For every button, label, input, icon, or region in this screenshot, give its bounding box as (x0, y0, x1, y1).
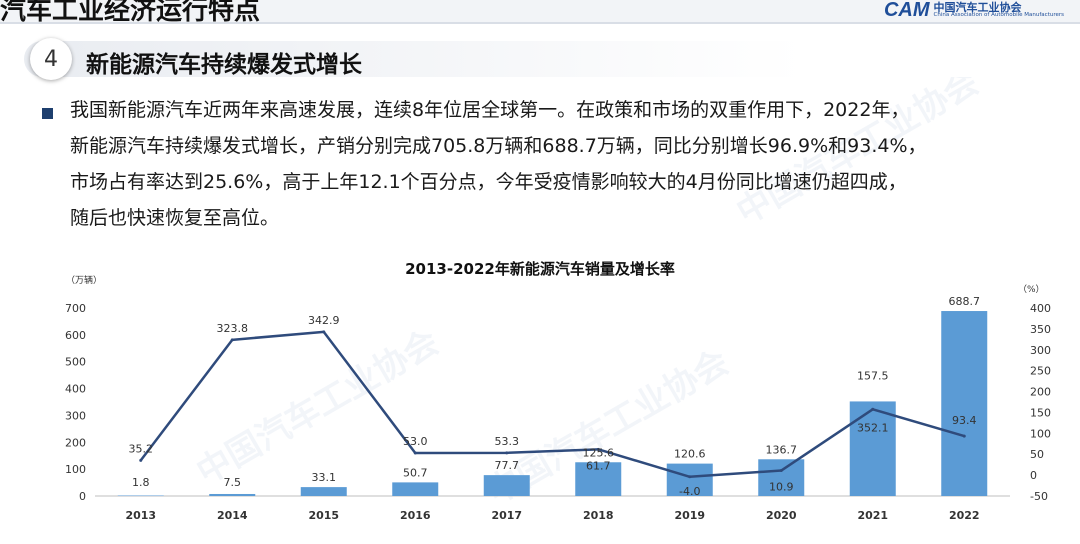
bar-value-label: 136.7 (766, 443, 798, 456)
growth-rate-point (962, 434, 966, 438)
right-axis-unit: （%） (1018, 284, 1045, 295)
right-tick-label: 350 (1030, 323, 1051, 336)
chart-title: 2013-2022年新能源汽车销量及增长率 (405, 260, 675, 278)
growth-rate-point (139, 458, 143, 462)
growth-rate-point (688, 475, 692, 479)
line-value-label: 342.9 (308, 314, 340, 327)
right-tick-label: 0 (1030, 469, 1037, 482)
right-tick-label: 50 (1030, 448, 1044, 461)
body-paragraph: 我国新能源汽车近两年来高速发展，连续8年位居全球第一。在政策和市场的双重作用下，… (70, 92, 1070, 236)
growth-rate-point (596, 447, 600, 451)
sales-bar (483, 475, 530, 496)
x-tick-label: 2020 (766, 509, 797, 522)
line-value-label: -4.0 (679, 485, 700, 498)
bar-value-label: 7.5 (224, 476, 242, 489)
growth-rate-point (871, 407, 875, 411)
left-tick-label: 500 (65, 356, 86, 369)
line-value-label: 157.5 (857, 369, 889, 382)
line-value-label: 323.8 (217, 322, 249, 335)
caam-logo: CAM 中国汽车工业协会 China Association of Automo… (883, 0, 1064, 21)
paragraph-line: 随后也快速恢复至高位。 (70, 207, 280, 229)
bullet-square-icon (42, 108, 53, 119)
growth-rate-point (505, 451, 509, 455)
x-tick-label: 2018 (583, 509, 614, 522)
right-tick-label: 250 (1030, 365, 1051, 378)
bar-value-label: 125.6 (583, 446, 615, 459)
logo-en-text: China Association of Automobile Manufact… (933, 11, 1064, 18)
line-value-label: 61.7 (586, 459, 611, 472)
top-band: 汽车工业经济运行特点 CAM 中国汽车工业协会 China Associatio… (0, 0, 1080, 26)
section-header: 4 新能源汽车持续爆发式增长 (0, 38, 1080, 80)
line-value-label: 53.0 (403, 435, 428, 448)
left-tick-label: 600 (65, 329, 86, 342)
sales-bar (117, 495, 164, 497)
logo-cn-text: 中国汽车工业协会 (933, 0, 1022, 14)
right-tick-label: 200 (1030, 386, 1051, 399)
growth-rate-line (139, 330, 965, 479)
paragraph-line: 新能源汽车持续爆发式增长，产销分别完成705.8万辆和688.7万辆，同比分别增… (70, 135, 927, 157)
line-value-label: 10.9 (769, 481, 794, 494)
sales-bar (392, 482, 439, 496)
growth-rate-point (413, 451, 417, 455)
left-tick-label: 300 (65, 409, 86, 422)
line-value-label: 93.4 (952, 414, 977, 427)
slide-title: 汽车工业经济运行特点 (0, 0, 261, 26)
left-tick-label: 100 (65, 463, 86, 476)
sales-bar (941, 311, 988, 496)
right-tick-label: 300 (1030, 344, 1051, 357)
caam-logo-icon: CAM (883, 0, 930, 21)
sales-bar (666, 463, 713, 496)
x-tick-label: 2017 (491, 509, 522, 522)
bar-value-label: 120.6 (674, 448, 706, 461)
sales-bar (575, 462, 622, 496)
left-tick-label: 400 (65, 383, 86, 396)
paragraph-line: 市场占有率达到25.6%，高于上年12.1个百分点，今年受疫情影响较大的4月份同… (70, 171, 907, 193)
sales-bar (849, 401, 896, 496)
line-value-label: 53.3 (495, 435, 520, 448)
x-tick-label: 2015 (308, 509, 339, 522)
bar-value-label: 1.8 (132, 476, 150, 489)
bar-value-label: 33.1 (312, 471, 337, 484)
paragraph-line: 我国新能源汽车近两年来高速发展，连续8年位居全球第一。在政策和市场的双重作用下，… (70, 99, 910, 121)
line-value-label: 35.2 (129, 442, 154, 455)
x-tick-label: 2019 (674, 509, 705, 522)
bar-value-label: 688.7 (949, 295, 981, 308)
bar-value-label: 352.1 (857, 421, 889, 434)
section-title: 新能源汽车持续爆发式增长 (86, 52, 362, 78)
sales-bar (209, 493, 256, 496)
x-tick-label: 2022 (949, 509, 980, 522)
right-tick-label: 400 (1030, 302, 1051, 315)
x-tick-label: 2021 (857, 509, 888, 522)
sales-bar (300, 487, 347, 496)
growth-rate-point (230, 338, 234, 342)
growth-rate-point (779, 469, 783, 473)
left-axis-unit: （万辆） (66, 274, 102, 286)
x-tick-label: 2013 (125, 509, 156, 522)
x-tick-label: 2014 (217, 509, 248, 522)
left-tick-label: 0 (79, 490, 86, 503)
x-tick-label: 2016 (400, 509, 431, 522)
bar-value-label: 50.7 (403, 466, 428, 479)
left-tick-label: 700 (65, 302, 86, 315)
section-band (24, 41, 1064, 77)
sales-bar (758, 459, 805, 496)
growth-rate-point (322, 330, 326, 334)
right-tick-label: 100 (1030, 427, 1051, 440)
bar-value-label: 77.7 (495, 459, 520, 472)
right-tick-label: 150 (1030, 406, 1051, 419)
section-number: 4 (30, 38, 72, 80)
left-tick-label: 200 (65, 436, 86, 449)
right-tick-label: -50 (1030, 490, 1048, 503)
